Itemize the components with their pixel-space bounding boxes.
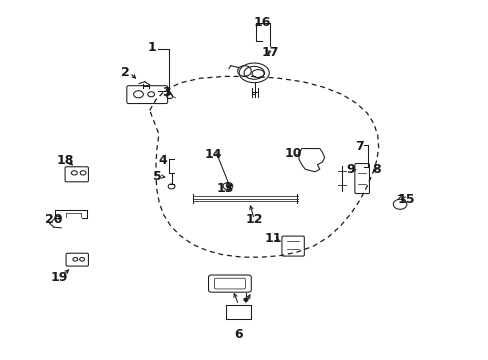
Text: 3: 3 xyxy=(162,86,171,99)
Circle shape xyxy=(226,185,229,187)
Text: 5: 5 xyxy=(152,170,161,183)
Text: 18: 18 xyxy=(57,154,74,167)
Text: 20: 20 xyxy=(45,213,62,226)
Text: 15: 15 xyxy=(396,193,414,206)
Text: 8: 8 xyxy=(372,163,380,176)
Text: 11: 11 xyxy=(264,233,282,246)
Text: 19: 19 xyxy=(50,271,67,284)
Text: 17: 17 xyxy=(261,46,279,59)
Text: 13: 13 xyxy=(216,183,233,195)
Text: 1: 1 xyxy=(147,41,156,54)
Text: 4: 4 xyxy=(158,154,167,167)
Text: 16: 16 xyxy=(253,16,271,29)
Circle shape xyxy=(244,298,247,301)
Text: 6: 6 xyxy=(234,328,243,341)
Text: 12: 12 xyxy=(245,213,263,226)
Text: 10: 10 xyxy=(284,147,301,160)
Text: 14: 14 xyxy=(203,148,221,162)
Text: 9: 9 xyxy=(346,163,354,176)
Text: 2: 2 xyxy=(121,66,129,79)
Text: 7: 7 xyxy=(354,140,363,153)
